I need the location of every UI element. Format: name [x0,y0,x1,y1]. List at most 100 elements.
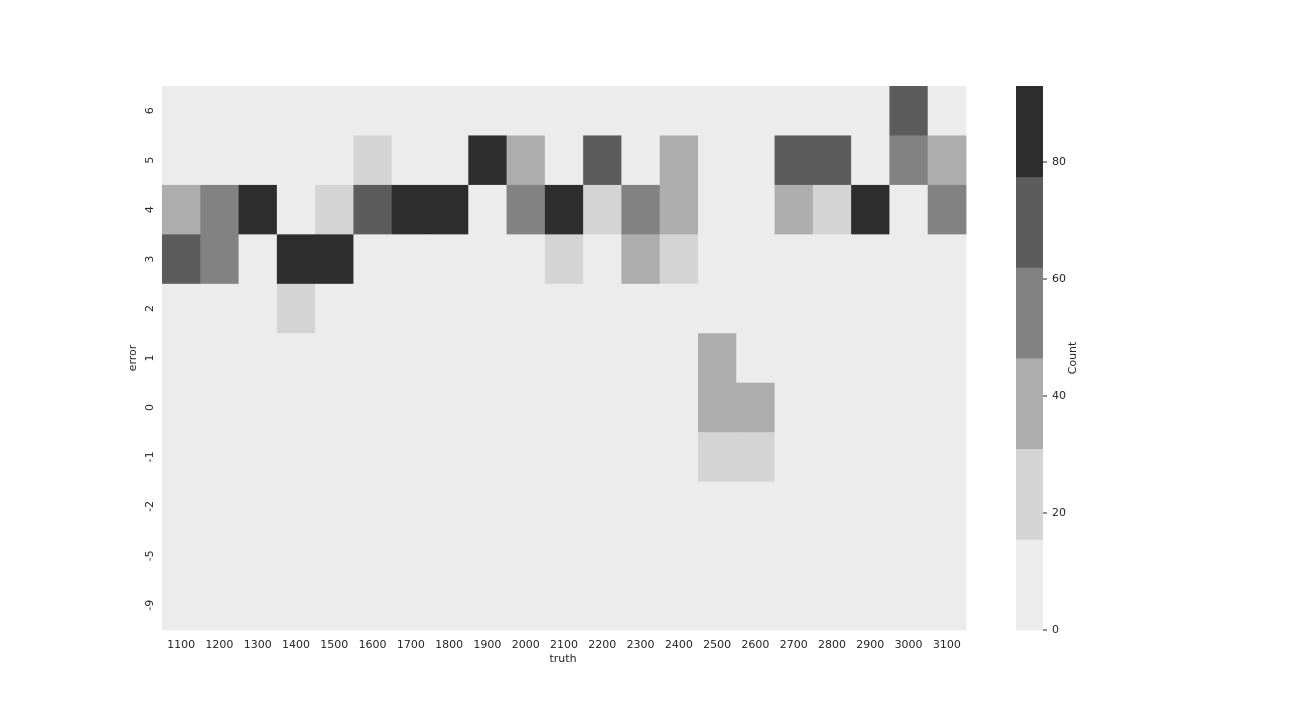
heatmap-cell [391,234,431,285]
heatmap-cell [468,481,507,532]
heatmap-cell [698,382,737,433]
heatmap-cell [889,481,929,532]
heatmap-cell [698,86,737,136]
heatmap-cell [238,184,278,235]
heatmap-cell [621,481,661,532]
heatmap-cell [621,531,661,581]
heatmap-cell [889,184,929,235]
heatmap-cell [889,580,929,631]
heatmap-cell [774,432,814,483]
heatmap-cell [774,135,814,186]
heatmap-cell [391,531,431,581]
heatmap-cell [430,135,469,186]
heatmap-cell [315,382,354,433]
colorbar-tick-label: 80 [1052,155,1066,168]
heatmap-cell [698,432,737,483]
heatmap-cell [506,481,546,532]
heatmap-cell [736,481,775,532]
heatmap-cell [238,86,278,136]
heatmap-cell [468,382,507,433]
heatmap-cell [736,234,775,285]
heatmap-cell [315,481,354,532]
heatmap-cell [353,580,393,631]
heatmap-cell [659,531,699,581]
heatmap-cell [353,531,393,581]
heatmap-cell [583,333,622,384]
heatmap-cell [315,184,354,235]
heatmap-cell [353,283,393,334]
heatmap-cell [851,531,890,581]
colorbar-segment [1016,448,1043,540]
heatmap-cell [621,86,661,136]
heatmap-cell [544,135,584,186]
heatmap-cell [851,86,890,136]
heatmap-cell [315,86,354,136]
heatmap-cell [430,86,469,136]
heatmap-cell [200,234,239,285]
heatmap-cell [812,432,852,483]
heatmap-cell [162,580,201,631]
heatmap-cell [315,135,354,186]
heatmap-cell [238,481,278,532]
colorbar-segment [1016,358,1043,450]
heatmap-cell [774,333,814,384]
heatmap-cell [200,283,239,334]
heatmap-cell [200,531,239,581]
x-tick-label: 1600 [359,638,387,651]
y-tick-label: 0 [143,404,156,411]
heatmap-cell [468,234,507,285]
heatmap-cell [698,184,737,235]
heatmap-cell [927,184,967,235]
heatmap-cell [276,531,316,581]
colorbar-segment [1016,86,1043,178]
heatmap-cell [430,580,469,631]
heatmap-cell [889,432,929,483]
heatmap-cell [468,283,507,334]
heatmap-cell [544,432,584,483]
heatmap-cell [162,283,201,334]
heatmap-cell [583,580,622,631]
heatmap-cell [889,333,929,384]
heatmap-cell [736,580,775,631]
x-tick-label: 3000 [895,638,923,651]
heatmap-cell [774,382,814,433]
heatmap-cell [774,283,814,334]
heatmap-cell [506,382,546,433]
colorbar-segment [1016,539,1043,631]
heatmap-cell [736,135,775,186]
heatmap-cell [200,432,239,483]
heatmap-cell [353,135,393,186]
x-tick-label: 1400 [282,638,310,651]
heatmap-cell [736,531,775,581]
heatmap-cell [889,86,929,136]
heatmap-cell [200,184,239,235]
heatmap-cell [736,333,775,384]
heatmap-cell [698,283,737,334]
heatmap-cell [276,86,316,136]
heatmap-cell [851,333,890,384]
heatmap-cell [353,333,393,384]
y-axis-label: error [126,344,139,371]
heatmap-cell [889,531,929,581]
x-tick-label: 2500 [703,638,731,651]
colorbar: 0 20 40 60 80 [1016,86,1066,636]
heatmap-cell [238,580,278,631]
heatmap-cell [353,481,393,532]
heatmap-cell [430,382,469,433]
heatmap-cell [391,481,431,532]
heatmap-cell [698,481,737,532]
heatmap-cell [544,184,584,235]
heatmap-cell [276,382,316,433]
heatmap-cell [162,481,201,532]
heatmap-cell [200,86,239,136]
heatmap-cell [200,580,239,631]
heatmap-cell [927,432,967,483]
heatmap-cell [774,184,814,235]
heatmap-cell [927,283,967,334]
x-tick-labels: 1100 1200 1300 1400 1500 1600 1700 1800 1900 2000… [167,638,961,651]
heatmap-cell [430,432,469,483]
x-tick-label: 2800 [818,638,846,651]
colorbar-segment [1016,267,1043,359]
heatmap-cell [315,333,354,384]
